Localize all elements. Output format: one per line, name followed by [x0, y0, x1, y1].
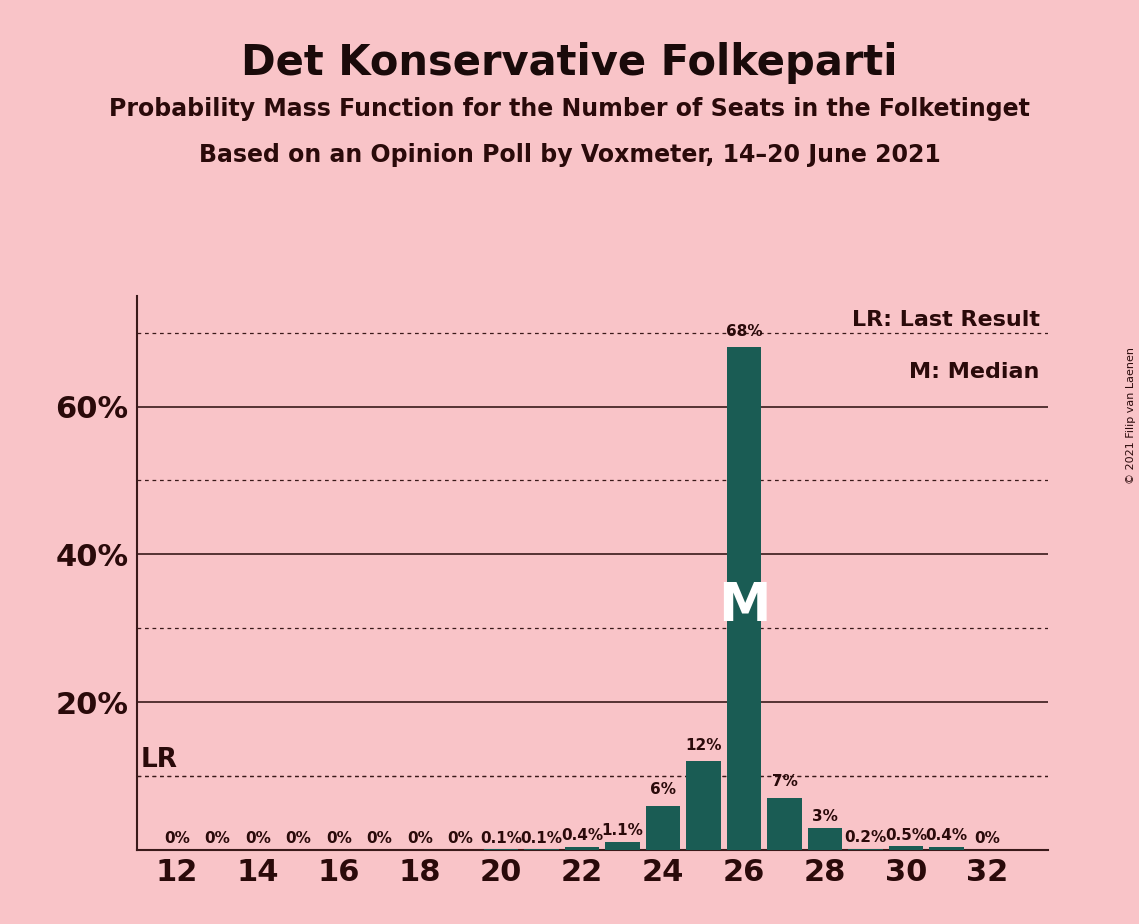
Bar: [849, 848, 883, 850]
Text: 0.1%: 0.1%: [521, 831, 563, 845]
Text: 0%: 0%: [286, 831, 312, 845]
Bar: [687, 761, 721, 850]
Bar: [606, 842, 640, 850]
Bar: [646, 806, 680, 850]
Text: 0%: 0%: [164, 831, 190, 845]
Text: 6%: 6%: [650, 782, 677, 796]
Bar: [929, 847, 964, 850]
Text: 0.4%: 0.4%: [926, 829, 968, 844]
Text: 0.1%: 0.1%: [481, 831, 522, 845]
Text: 0%: 0%: [367, 831, 393, 845]
Text: 68%: 68%: [726, 323, 762, 338]
Text: 7%: 7%: [772, 774, 797, 789]
Text: 0%: 0%: [205, 831, 230, 845]
Bar: [768, 798, 802, 850]
Text: 0%: 0%: [408, 831, 433, 845]
Text: 0%: 0%: [245, 831, 271, 845]
Bar: [888, 846, 924, 850]
Text: LR: LR: [141, 748, 178, 773]
Bar: [565, 847, 599, 850]
Text: M: Median: M: Median: [909, 362, 1040, 383]
Text: Det Konservative Folkeparti: Det Konservative Folkeparti: [241, 42, 898, 83]
Text: Based on an Opinion Poll by Voxmeter, 14–20 June 2021: Based on an Opinion Poll by Voxmeter, 14…: [198, 143, 941, 167]
Text: 1.1%: 1.1%: [601, 823, 644, 838]
Text: 0%: 0%: [448, 831, 474, 845]
Text: M: M: [718, 580, 770, 632]
Text: 0.5%: 0.5%: [885, 828, 927, 843]
Text: 0.4%: 0.4%: [562, 829, 604, 844]
Text: LR: Last Result: LR: Last Result: [852, 310, 1040, 331]
Text: © 2021 Filip van Laenen: © 2021 Filip van Laenen: [1126, 347, 1136, 484]
Text: Probability Mass Function for the Number of Seats in the Folketinget: Probability Mass Function for the Number…: [109, 97, 1030, 121]
Text: 12%: 12%: [686, 737, 722, 752]
Text: 0%: 0%: [326, 831, 352, 845]
Bar: [727, 347, 761, 850]
Text: 3%: 3%: [812, 809, 838, 824]
Bar: [808, 828, 843, 850]
Text: 0%: 0%: [974, 831, 1000, 845]
Text: 0.2%: 0.2%: [844, 830, 887, 845]
